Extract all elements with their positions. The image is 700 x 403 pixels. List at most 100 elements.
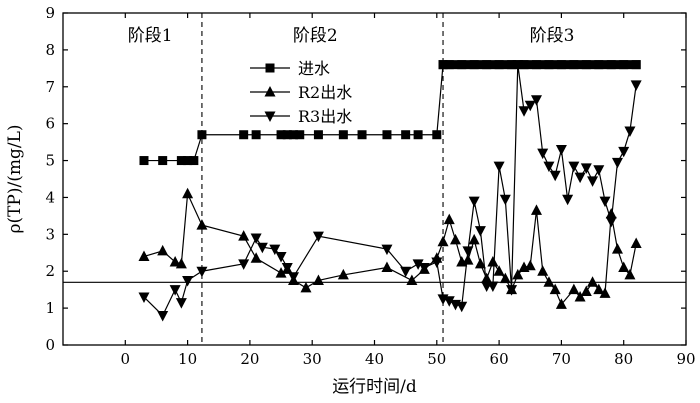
r2-effluent-point [524,259,536,271]
r3-effluent-point [543,161,555,173]
r2-effluent-point [468,233,480,245]
r3-effluent-point [624,126,636,138]
influent-point [176,156,186,166]
influent-point [289,130,299,140]
r2-effluent-point [474,257,486,269]
y-tick-label: 5 [45,152,55,170]
x-tick-label: 70 [552,350,571,368]
stage-label: 阶段2 [293,26,338,46]
r2-effluent-point [437,235,449,247]
influent-point [413,130,423,140]
r2-effluent-point [580,285,592,297]
r3-effluent-point [443,296,455,307]
y-tick-label: 1 [45,299,55,317]
r2-effluent-point [587,276,599,287]
r3-effluent-point [169,285,181,296]
r2-effluent-point [493,265,505,276]
r2-effluent-point [312,274,324,285]
r3-effluent-point [537,148,549,160]
r3-effluent-point [555,144,567,156]
r3-effluent-point [487,281,499,292]
r3-effluent-point [549,170,561,182]
r3-effluent-point [175,298,187,309]
r3-effluent-point [288,272,300,283]
r3-effluent-point [518,106,530,117]
r2-effluent-point [512,268,524,280]
r2-effluent-point [611,243,623,254]
influent-point [276,130,286,140]
r3-effluent-point [530,95,542,106]
r2-effluent-point [499,272,511,284]
y-tick-label: 2 [45,262,55,280]
r2-effluent-point [549,283,561,295]
r2-effluent-point [169,256,181,267]
r2-effluent-point [275,267,287,278]
influent-point [239,130,249,140]
r3-effluent-point [580,163,592,174]
influent-point [158,156,168,166]
r2-effluent-point [449,233,461,245]
r3-effluent-point [182,275,194,287]
x-axis-title: 运行时间/d [332,377,417,397]
legend-label-influent: 进水 [298,59,330,78]
influent-point [338,130,348,140]
x-tick-label: 40 [365,350,384,368]
stage-label: 阶段1 [128,26,173,46]
legend-label-r3-effluent: R3出水 [298,107,352,126]
x-tick-label: 90 [676,350,695,368]
r3-effluent-point [275,251,287,263]
r2-effluent-point [138,250,150,261]
r3-effluent-point [474,226,486,237]
r2-effluent-point [196,219,208,230]
influent-point [197,130,207,140]
r2-effluent-point [238,230,250,241]
legend-marker-r3-effluent [264,111,276,122]
r3-effluent-line [143,64,637,317]
r2-effluent-point [568,283,580,295]
influent-point [295,130,305,140]
r3-effluent-point [456,301,468,313]
x-tick-label: 60 [490,350,509,368]
r3-effluent-point [593,165,605,176]
r3-effluent-point [312,231,324,243]
y-tick-label: 6 [45,115,55,133]
r3-effluent-point [462,246,474,257]
y-tick-label: 3 [45,225,55,243]
r3-effluent-point [400,266,412,278]
r3-effluent-point [196,266,208,278]
r2-effluent-point [593,283,605,295]
influent-point [251,130,261,140]
r3-effluent-point [468,196,480,208]
r2-effluent-point [574,291,586,302]
x-tick-label: 10 [178,350,197,368]
r3-effluent-point [418,263,430,274]
r3-effluent-point [611,157,623,169]
influent-point [357,130,367,140]
r2-effluent-point [381,261,393,273]
influent-point [313,130,323,140]
y-tick-label: 9 [45,4,55,22]
r3-effluent-point [431,257,443,268]
influent-point [189,156,199,166]
influent-point [282,130,292,140]
r3-effluent-point [587,176,599,187]
r2-effluent-point [481,272,493,284]
r2-effluent-point [555,298,567,309]
legend-marker-influent [265,63,275,73]
r3-effluent-point [381,244,393,256]
r2-effluent-point [175,257,187,269]
y-tick-label: 4 [45,188,55,206]
legend-marker-r2-effluent [264,86,276,97]
influent-point [401,130,411,140]
r3-effluent-point [599,196,611,208]
r2-effluent-point [599,287,611,298]
y-axis-title: ρ(TP)/(mg/L) [5,124,25,233]
r3-effluent-point [256,242,268,254]
legend-label-r2-effluent: R2出水 [298,83,352,102]
r2-effluent-point [537,265,549,276]
r3-effluent-point [524,100,536,112]
y-tick-label: 0 [45,336,55,354]
y-tick-label: 8 [45,41,55,59]
r3-effluent-point [574,172,586,184]
